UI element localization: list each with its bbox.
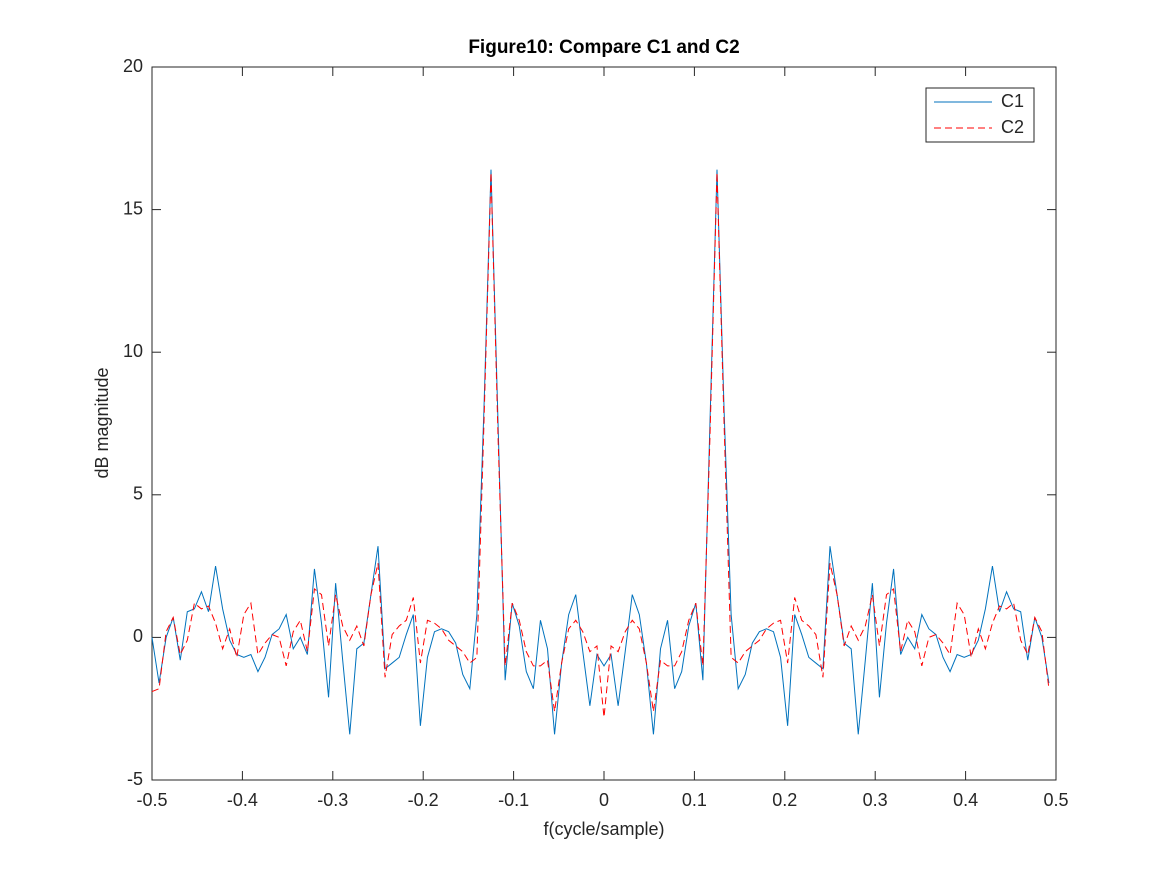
y-tick-label: -5	[127, 769, 143, 789]
x-tick-label: -0.3	[317, 790, 348, 810]
data-line	[151, 172, 1050, 718]
y-axis-label: dB magnitude	[92, 367, 112, 478]
y-tick-label: 0	[133, 626, 143, 646]
x-tick-label: 0.2	[772, 790, 797, 810]
legend-label: C1	[1001, 91, 1024, 111]
x-tick-label: 0.1	[682, 790, 707, 810]
x-tick-label: 0.5	[1043, 790, 1068, 810]
x-tick-label: -0.1	[498, 790, 529, 810]
x-tick-label: -0.2	[408, 790, 439, 810]
data-line	[151, 169, 1050, 735]
chart-title: Figure10: Compare C1 and C2	[468, 37, 739, 58]
x-tick-label: -0.4	[227, 790, 258, 810]
legend-box	[925, 87, 1035, 143]
y-tick-label: 20	[123, 56, 143, 76]
y-tick-label: 10	[123, 341, 143, 361]
plot-area	[151, 66, 1057, 781]
x-tick-label: 0.3	[863, 790, 888, 810]
x-axis-label: f(cycle/sample)	[543, 819, 664, 839]
y-tick-label: 15	[123, 198, 143, 218]
x-tick-label: 0.4	[953, 790, 978, 810]
y-tick-label: 5	[133, 484, 143, 504]
legend-label: C2	[1001, 117, 1024, 137]
x-tick-label: 0	[599, 790, 609, 810]
x-tick-label: -0.5	[136, 790, 167, 810]
